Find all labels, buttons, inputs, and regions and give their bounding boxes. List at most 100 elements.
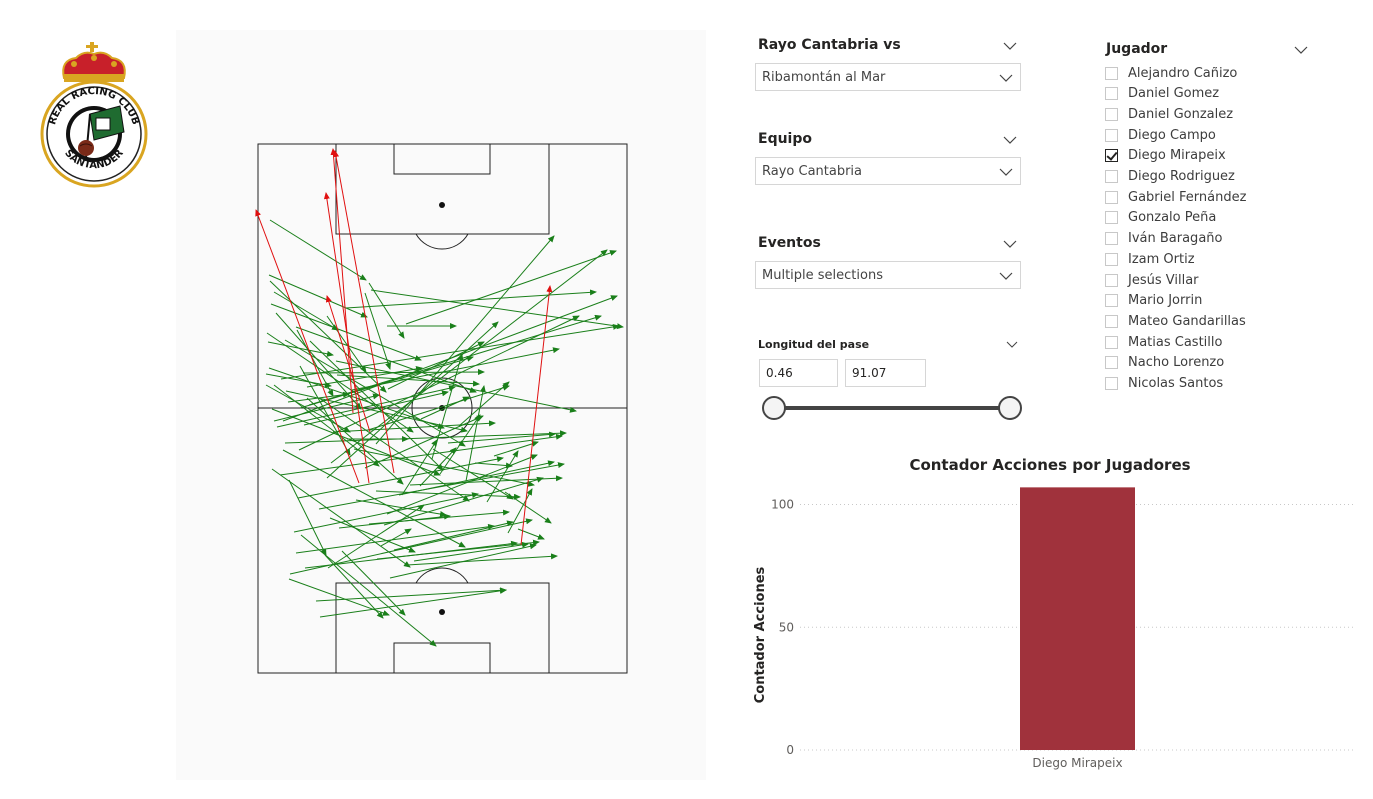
checkbox-icon[interactable] — [1105, 87, 1118, 101]
pass-arrow — [432, 448, 514, 500]
player-label: Jesús Villar — [1128, 272, 1199, 288]
pass-arrow — [376, 539, 540, 560]
chevron-down-icon — [999, 168, 1013, 176]
pass-arrow — [287, 391, 350, 403]
pass-arrow — [368, 282, 405, 339]
checkbox-icon[interactable] — [1105, 335, 1118, 349]
pass-map-panel — [176, 30, 706, 780]
pass-arrow — [364, 415, 484, 469]
player-item[interactable]: Daniel Gomez — [1105, 84, 1219, 104]
equipo-slicer-title: Equipo — [758, 131, 812, 147]
pass-arrow — [323, 192, 370, 484]
player-item[interactable]: Izam Ortiz — [1105, 249, 1195, 269]
pass-arrow — [380, 528, 412, 547]
pass-arrow — [318, 462, 565, 510]
pass-arrow — [273, 384, 380, 467]
checkbox-icon[interactable] — [1105, 294, 1118, 308]
checkbox-icon[interactable] — [1105, 107, 1118, 121]
pass-arrow — [270, 303, 422, 361]
player-item[interactable]: Diego Rodriguez — [1105, 167, 1235, 187]
pass-arrow — [271, 468, 411, 568]
range-track[interactable] — [775, 406, 1011, 410]
pass-arrow — [335, 360, 577, 413]
eventos-slicer-title: Eventos — [758, 235, 821, 251]
equipo-dropdown[interactable]: Rayo Cantabria — [755, 157, 1021, 185]
range-max-input[interactable]: 91.07 — [845, 359, 926, 387]
player-label: Diego Mirapeix — [1128, 148, 1226, 164]
chevron-down-icon[interactable] — [1293, 45, 1309, 55]
checkbox-icon[interactable] — [1105, 211, 1118, 225]
player-item[interactable]: Diego Campo — [1105, 125, 1216, 145]
pass-arrow — [266, 332, 414, 433]
pass-arrow — [273, 291, 339, 331]
chevron-down-icon[interactable] — [1002, 135, 1018, 145]
pass-arrow — [398, 460, 555, 496]
checkbox-checked-icon[interactable] — [1105, 149, 1118, 163]
real-racing-club-logo: REAL RACING CLUB SANTANDER — [40, 40, 148, 188]
chevron-down-icon[interactable] — [1002, 41, 1018, 51]
pass-arrow — [265, 384, 351, 433]
player-item[interactable]: Mateo Gandarillas — [1105, 311, 1246, 331]
player-item[interactable]: Jesús Villar — [1105, 270, 1199, 290]
longitud-slicer-title: Longitud del pase — [758, 338, 870, 351]
bar[interactable] — [1020, 487, 1135, 750]
pass-arrow — [439, 414, 481, 475]
range-min-handle[interactable] — [762, 396, 786, 420]
checkbox-icon[interactable] — [1105, 314, 1118, 328]
pass-arrow — [309, 340, 444, 471]
y-axis-label: Contador Acciones — [753, 566, 768, 703]
checkbox-icon[interactable] — [1105, 128, 1118, 142]
pass-arrow — [326, 321, 499, 479]
pass-arrow — [351, 347, 560, 391]
checkbox-icon[interactable] — [1105, 356, 1118, 370]
player-item[interactable]: Iván Baragaño — [1105, 229, 1222, 249]
pass-arrow — [295, 523, 495, 554]
checkbox-icon[interactable] — [1105, 273, 1118, 287]
checkbox-icon[interactable] — [1105, 252, 1118, 266]
pass-arrow — [465, 385, 486, 482]
pass-arrow — [375, 490, 521, 500]
range-min-input[interactable]: 0.46 — [759, 359, 838, 387]
pass-arrow — [255, 209, 360, 484]
pass-arrow — [285, 390, 468, 433]
checkbox-icon[interactable] — [1105, 66, 1118, 80]
chevron-down-icon[interactable] — [1002, 239, 1018, 249]
chevron-down-icon[interactable] — [1006, 341, 1018, 349]
player-label: Gabriel Fernández — [1128, 189, 1247, 205]
checkbox-icon[interactable] — [1105, 170, 1118, 183]
player-item[interactable]: Nicolas Santos — [1105, 374, 1223, 394]
pass-arrow — [353, 448, 535, 487]
chart-title: Contador Acciones por Jugadores — [909, 456, 1191, 474]
player-label: Daniel Gomez — [1128, 86, 1220, 102]
checkbox-icon[interactable] — [1105, 377, 1118, 390]
player-item[interactable]: Alejandro Cañizo — [1105, 63, 1237, 83]
player-item[interactable]: Diego Mirapeix — [1105, 146, 1226, 166]
player-item[interactable]: Daniel Gonzalez — [1105, 104, 1233, 124]
pass-arrow — [276, 385, 456, 428]
player-item[interactable]: Matias Castillo — [1105, 332, 1222, 352]
pass-arrow — [405, 250, 617, 325]
pass-arrow — [486, 450, 519, 503]
checkbox-icon[interactable] — [1105, 190, 1118, 204]
eventos-dropdown[interactable]: Multiple selections — [755, 261, 1021, 289]
player-item[interactable]: Gonzalo Peña — [1105, 208, 1216, 228]
pass-arrow — [364, 292, 391, 370]
pass-arrow — [431, 353, 464, 460]
pass-arrow — [406, 553, 558, 566]
player-item[interactable]: Mario Jorrin — [1105, 291, 1202, 311]
pass-arrow — [389, 543, 537, 579]
bar-value-label: 107 — [1066, 480, 1089, 482]
player-label: Nicolas Santos — [1128, 376, 1224, 391]
pass-arrow — [308, 314, 602, 406]
checkbox-icon[interactable] — [1105, 232, 1118, 246]
chart-grid: 0 50 100 — [771, 498, 1355, 757]
range-max-handle[interactable] — [998, 396, 1022, 420]
player-label: Matias Castillo — [1128, 334, 1223, 350]
player-item[interactable]: Nacho Lorenzo — [1105, 353, 1224, 373]
pass-arrow — [420, 396, 470, 420]
player-item[interactable]: Gabriel Fernández — [1105, 187, 1246, 207]
rival-dropdown[interactable]: Ribamontán al Mar — [755, 63, 1021, 91]
pass-arrow — [265, 373, 332, 388]
y-tick-label: 50 — [779, 620, 794, 634]
penalty-spot-bottom — [439, 609, 445, 615]
